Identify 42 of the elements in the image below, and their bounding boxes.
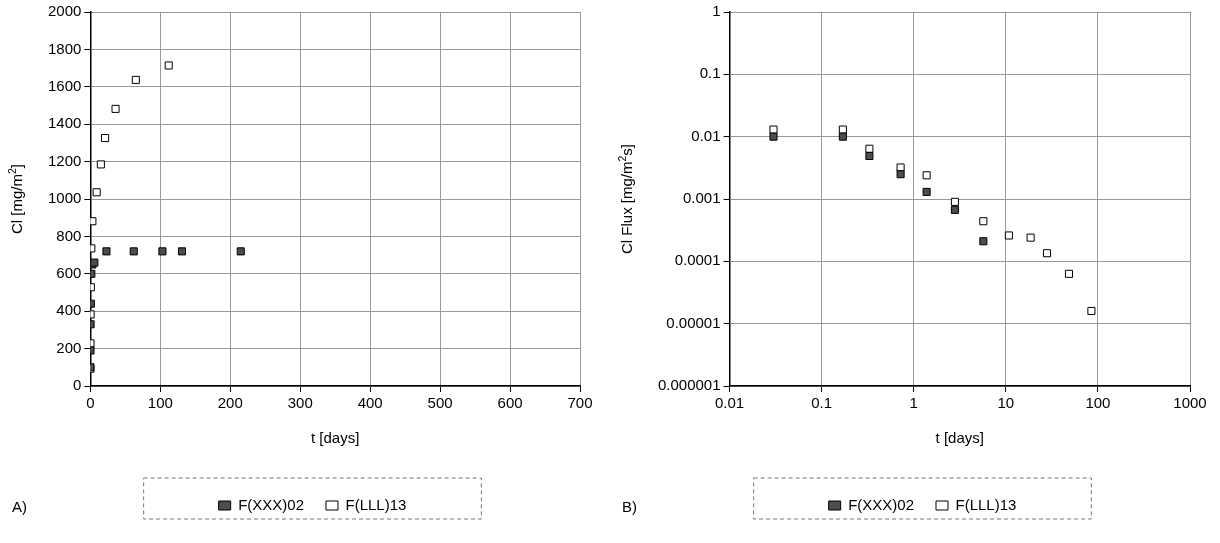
y-tick-label: 1400	[47, 114, 82, 132]
text: A)	[12, 497, 27, 515]
x-tick-label: 0	[86, 394, 95, 412]
y-tick-label: 600	[56, 263, 82, 281]
x-axis-title: t [days]	[311, 429, 360, 447]
y-tick-label: 1200	[47, 151, 82, 169]
legend-label: F(XXX)02	[238, 495, 304, 513]
y-tick-label: 400	[56, 301, 82, 319]
y-tick-label: 0.1	[699, 64, 721, 82]
x-tick-label: 400	[357, 394, 383, 412]
x-tick-label: 200	[217, 394, 243, 412]
x-tick-label: 600	[497, 394, 523, 412]
y-axis-title: Cl Flux [mg/m2s]	[615, 143, 636, 255]
y-tick-label: 2000	[47, 2, 82, 20]
y-axis-title: Cl [mg/m2]	[5, 163, 26, 234]
x-axis-title: t [days]	[935, 429, 984, 447]
y-tick-label: 800	[56, 226, 82, 244]
x-tick-label: 1000	[1173, 394, 1207, 412]
x-tick-label: 0.1	[811, 394, 833, 412]
y-tick-label: 1800	[47, 39, 82, 57]
y-tick-label: 0	[73, 376, 82, 394]
y-tick-label: 0.00001	[666, 313, 721, 331]
x-tick-label: 10	[997, 394, 1015, 412]
x-tick-label: 100	[1085, 394, 1111, 412]
x-tick-label: 500	[427, 394, 453, 412]
y-tick-label: 0.000001	[657, 376, 721, 394]
y-tick-label: 0.01	[691, 126, 721, 144]
legend-label: F(XXX)02	[848, 495, 914, 513]
y-tick-label: 0.001	[683, 189, 721, 207]
y-tick-label: 0.0001	[674, 251, 721, 269]
x-tick-label: 1	[909, 394, 918, 412]
legend-label: F(LLL)13	[955, 495, 1017, 513]
y-tick-label: 1600	[47, 76, 82, 94]
x-tick-label: 100	[147, 394, 173, 412]
text: B)	[622, 497, 637, 515]
x-tick-label: 300	[287, 394, 313, 412]
x-tick-label: 700	[567, 394, 593, 412]
y-tick-label: 200	[56, 338, 82, 356]
x-tick-label: 0.01	[714, 394, 745, 412]
y-tick-label: 1	[712, 2, 721, 20]
legend-label: F(LLL)13	[345, 495, 407, 513]
y-tick-label: 1000	[47, 189, 82, 207]
